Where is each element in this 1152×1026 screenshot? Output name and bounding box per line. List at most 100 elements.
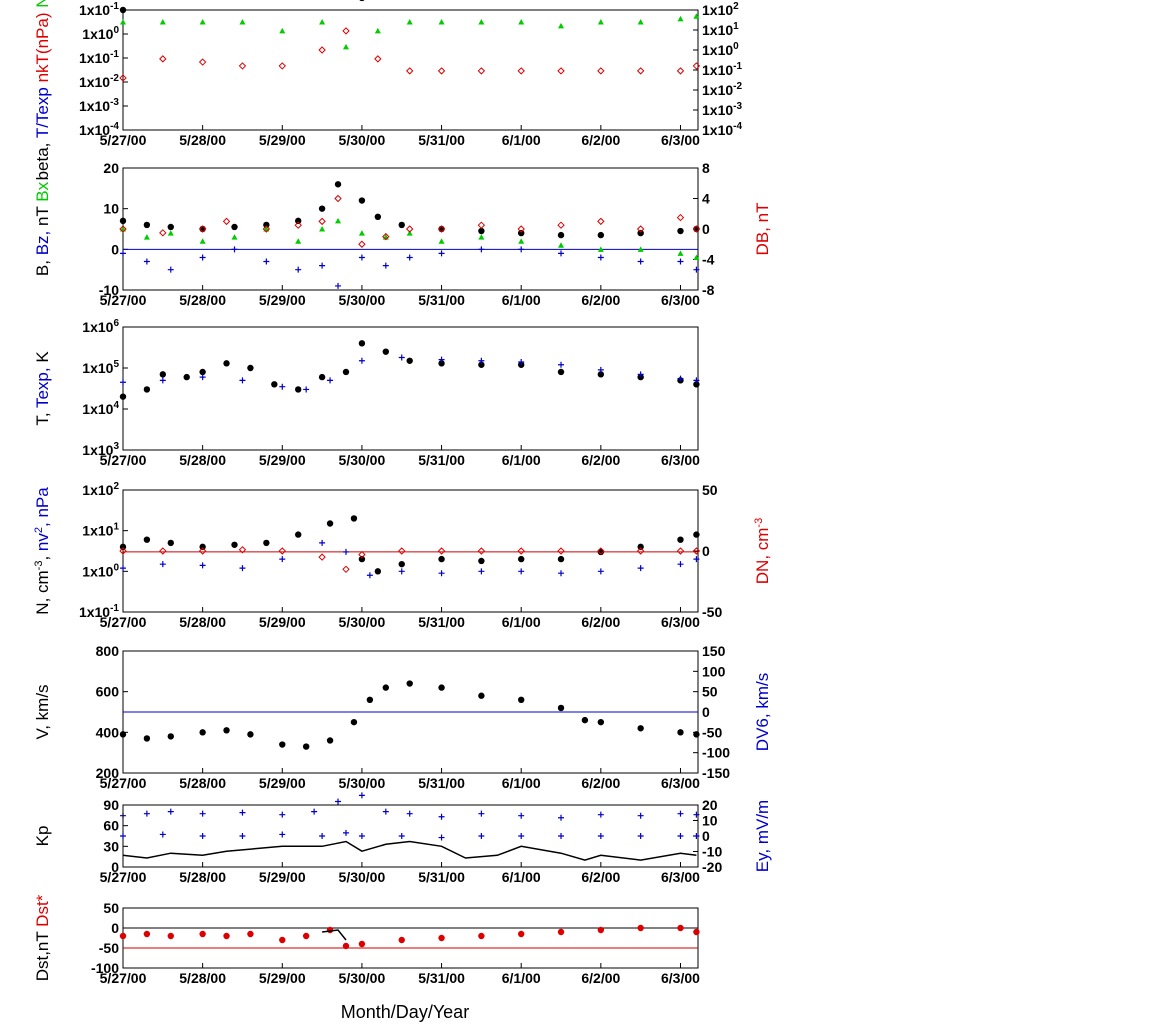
panel-6-left-tick-label-2: 60 (103, 818, 119, 834)
panel-4-left-series-0-point-18 (677, 536, 684, 543)
panel-5-x-tick-label-2: 5/29/00 (259, 775, 306, 791)
panel-4-x-tick-label-5: 6/1/00 (502, 614, 541, 630)
panel-1-left-series-2-point-4 (279, 27, 286, 34)
panel-3-left-series-1-point-4 (279, 383, 286, 390)
panel-2-left-series-0-point-7 (318, 205, 326, 212)
panel-4-left-series-1-point-6 (342, 548, 349, 555)
panel-7-left-tick-label-1: -50 (99, 940, 119, 956)
panel-3-left-series-0-point-21 (693, 381, 700, 388)
panel-1-left-series-3-point-4 (278, 62, 286, 70)
panel-1-left-series-2-point-2 (199, 19, 206, 25)
panel-2-right-axis-title: DB, nT (753, 203, 772, 256)
panel-2-left-series-1-point-3 (199, 254, 206, 261)
panel-5-left-series-0-point-20 (677, 729, 684, 736)
panel-2-right-series-0-point-4 (262, 225, 271, 233)
panel-1-left-series-2-point-1 (159, 19, 166, 25)
panel-5-left-series-0-point-1 (143, 735, 151, 742)
panel-7-x-tick-label-2: 5/29/00 (259, 970, 306, 986)
panel-4-left-series-0-point-10 (374, 568, 382, 575)
panel-5-left-series-0-point-2 (167, 733, 174, 740)
panel-4-left-series-0-point-2 (167, 539, 174, 547)
panel-1-left-tick-label-0: 1x10-4 (79, 121, 119, 138)
panel-4-right-series-0-point-4 (278, 547, 286, 555)
panel-4-right-series-0-point-1 (159, 547, 167, 555)
panel-5-left-series-0-point-9 (350, 718, 358, 726)
panel-3-left-series-1-point-8 (398, 354, 405, 361)
panel-1-left-series-2-point-11 (518, 19, 525, 25)
panel-3-left-series-1-point-13 (597, 366, 604, 373)
panel-1-right-tick-label-2: 1x10-2 (702, 81, 742, 98)
panel-2-left-series-1-point-19 (693, 266, 700, 273)
panel-2-left-series-0-point-16 (597, 231, 605, 239)
panel-2-left-series-1-point-5 (263, 258, 270, 265)
panel-1-left-series-3-point-0 (119, 74, 127, 82)
panel-2-left-series-0-point-2 (167, 223, 174, 231)
panel-5-left-series-1-point-13 (518, 812, 525, 819)
panel-2-left-series-2-point-16 (597, 246, 604, 252)
panel-6-right-series-0-point-6 (342, 829, 349, 836)
panel-2-left-series-2-point-3 (199, 238, 206, 244)
panel-2-left-series-2-point-18 (677, 250, 684, 256)
panel-4-left-series-1-point-10 (478, 568, 485, 575)
panel-4-right-tick-label-1: 0 (702, 543, 710, 559)
panel-2-left-axis-title: B, Bz, nT Bx (33, 181, 52, 276)
panel-3-left-tick-label-1: 1x104 (82, 400, 119, 417)
panel-2-left-series-0-point-5 (263, 221, 270, 229)
panel-4-left-series-0-point-9 (358, 555, 366, 563)
panel-1-left-series-3-point-15 (676, 67, 685, 75)
panel-5-right-tick-label-6: 150 (702, 643, 726, 659)
panel-2-right-tick-label-1: -4 (702, 252, 715, 268)
panel-2-right-series-0-point-3 (222, 217, 231, 226)
panel-3-x-tick-label-1: 5/28/00 (179, 452, 226, 468)
panel-2-right-series-0-point-5 (294, 221, 302, 229)
panel-4-left-series-1-point-14 (637, 565, 644, 572)
panel-1-left-series-3-point-11 (517, 67, 525, 75)
panel-2-left-series-2-point-13 (478, 234, 485, 240)
panel-7-left-series-0-point-17 (637, 924, 644, 932)
panel-4-x-tick-label-6: 6/2/00 (581, 614, 620, 630)
panel-5-left-series-1-point-8 (358, 792, 365, 799)
panel-1-left-series-2-point-3 (239, 19, 246, 25)
panel-2-right-series-0-point-7 (334, 194, 342, 203)
panel-1-x-tick-label-5: 6/1/00 (502, 132, 541, 148)
panel-2-left-series-2-point-12 (438, 238, 445, 244)
panel-4-frame (122, 489, 699, 613)
panel-5-left-series-1-point-2 (167, 808, 174, 815)
panel-4-right-series-0-point-11 (517, 547, 525, 555)
panel-6-right-series-0-point-1 (159, 831, 166, 838)
panel-6-right-series-0-point-7 (358, 833, 365, 839)
panel-6-x-tick-label-3: 5/30/00 (339, 869, 386, 885)
panel-2-left-series-1-point-2 (167, 266, 174, 273)
panel-7-left-series-0-point-7 (302, 932, 310, 940)
panel-1-left-series-3-point-8 (405, 67, 414, 75)
panel-6-left-tick-label-1: 30 (103, 838, 119, 854)
panel-7-left-series-0-point-2 (167, 932, 174, 940)
panel-2-left-series-0-point-1 (143, 221, 151, 229)
panel-2-left-series-2-point-7 (319, 226, 326, 232)
panel-4-left-series-0-point-1 (143, 536, 151, 543)
panel-2-right-series-0-point-15 (597, 217, 605, 226)
panel-3-left-series-1-point-6 (327, 377, 334, 384)
panel-1-left-series-2-point-16 (693, 13, 700, 19)
panel-2-left-series-0-point-19 (693, 225, 700, 233)
panel-4-left-axis-title: N, cm-3, nv2, nPa (33, 487, 52, 615)
panel-4-right-series-0-point-12 (557, 547, 565, 555)
panel-3-x-tick-label-6: 6/2/00 (581, 452, 620, 468)
panel-2-frame (122, 167, 699, 291)
panel-1-left-series-3-point-13 (597, 67, 605, 75)
panel-2-left-series-1-point-13 (478, 246, 485, 253)
panel-4-left-series-1-point-16 (693, 556, 700, 563)
panel-5-x-tick-label-6: 6/2/00 (581, 775, 620, 791)
panel-7-x-tick-label-1: 5/28/00 (179, 970, 226, 986)
panel-7-left-series-0-point-1 (143, 930, 151, 938)
panel-3-left-series-0-point-2 (159, 371, 167, 378)
panel-7-left-series-1-line (322, 929, 347, 941)
panel-3-left-series-1-point-7 (358, 357, 365, 364)
panel-6-right-series-0-point-13 (597, 833, 604, 839)
panel-1-right-tick-label-4: 1x100 (702, 41, 739, 58)
panel-1-left-series-3-point-9 (437, 67, 446, 75)
panel-5-right-tick-label-3: 0 (702, 704, 710, 720)
panel-3-left-series-0-point-5 (223, 360, 230, 367)
panel-5-left-series-0-point-21 (693, 731, 700, 738)
